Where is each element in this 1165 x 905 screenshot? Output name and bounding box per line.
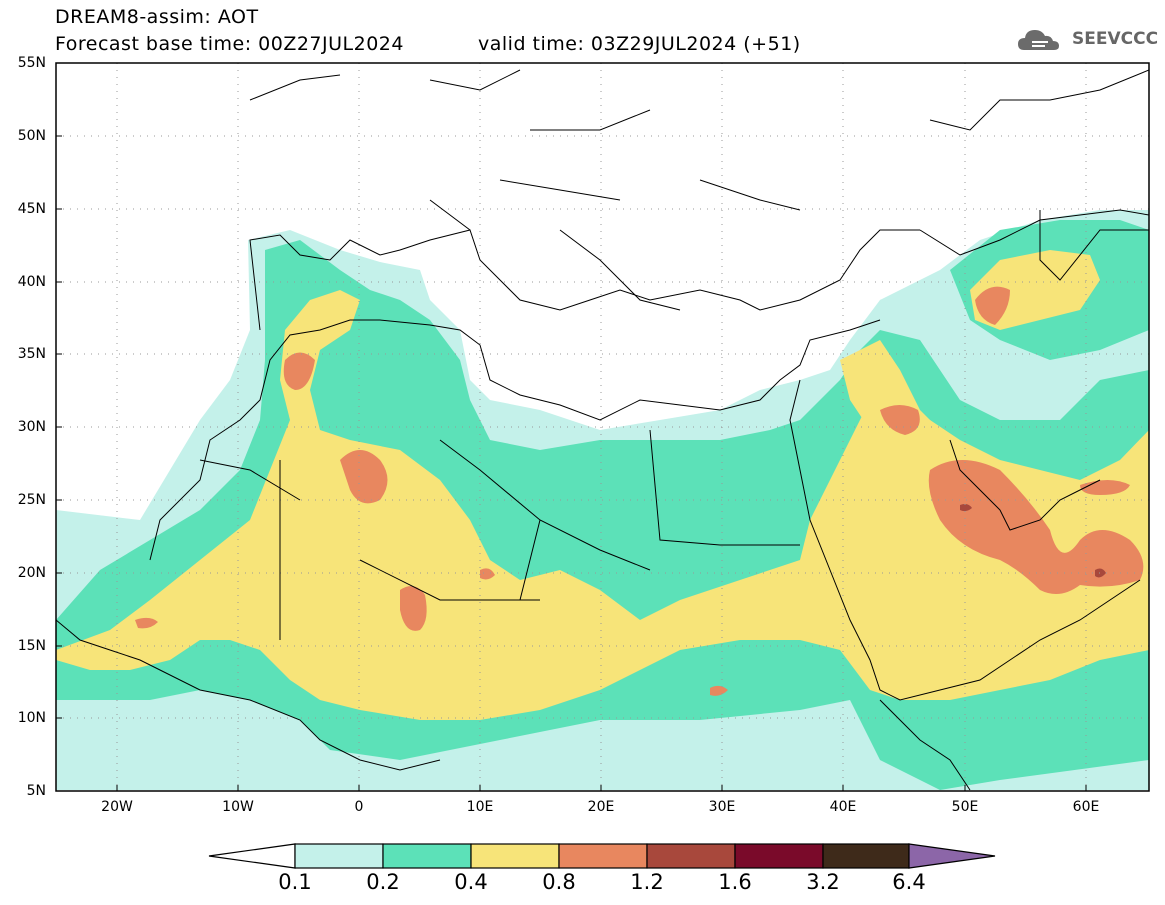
cloud-icon	[1018, 30, 1059, 50]
lon-label: 20E	[587, 799, 615, 815]
lon-label: 50E	[951, 799, 979, 815]
lon-label: 20W	[101, 799, 133, 815]
colorbar-over-arrow	[908, 843, 996, 869]
colorbar-swatch-3	[558, 843, 648, 869]
colorbar-swatch-4	[646, 843, 736, 869]
lon-label: 10E	[466, 799, 494, 815]
colorbar-label: 3.2	[806, 870, 840, 894]
lat-label: 30N	[17, 419, 46, 435]
lat-label: 40N	[17, 274, 46, 290]
lat-label: 15N	[17, 638, 46, 654]
lon-label: 60E	[1072, 799, 1100, 815]
axis-ticks	[56, 62, 1087, 791]
color-bar	[208, 843, 996, 869]
colorbar-swatch-2	[470, 843, 560, 869]
lat-label: 45N	[17, 201, 46, 217]
colorbar-swatch-1	[382, 843, 472, 869]
colorbar-label: 0.1	[278, 870, 312, 894]
colorbar-label: 1.2	[630, 870, 664, 894]
coastlines	[56, 69, 1149, 791]
lat-label: 35N	[17, 346, 46, 362]
colorbar-label: 0.4	[454, 870, 488, 894]
lon-label: 40E	[829, 799, 857, 815]
seevccc-logo-text: SEEVCCC	[1072, 29, 1159, 49]
lat-label: 10N	[17, 710, 46, 726]
lon-label: 10W	[222, 799, 254, 815]
colorbar-label: 0.2	[366, 870, 400, 894]
lat-label: 50N	[17, 128, 46, 144]
colorbar-swatch-6	[822, 843, 910, 869]
lat-label: 5N	[26, 783, 46, 799]
forecast-base-time: Forecast base time: 00Z27JUL2024	[55, 33, 404, 55]
lat-label: 55N	[17, 55, 46, 71]
colorbar-label: 6.4	[892, 870, 926, 894]
aot-level-1.2	[960, 504, 1106, 578]
aot-level-0.8	[135, 286, 1144, 696]
map-title: DREAM8-assim: AOT	[55, 6, 259, 28]
graticule	[56, 63, 1149, 791]
valid-time: valid time: 03Z29JUL2024 (+51)	[478, 33, 801, 55]
colorbar-swatch-5	[734, 843, 824, 869]
aot-field	[56, 63, 1149, 791]
lon-label: 30E	[708, 799, 736, 815]
colorbar-label: 0.8	[542, 870, 576, 894]
colorbar-swatch-0	[294, 843, 384, 869]
colorbar-under-arrow	[208, 843, 296, 869]
lat-label: 25N	[17, 492, 46, 508]
colorbar-label: 1.6	[718, 870, 752, 894]
lat-label: 20N	[17, 565, 46, 581]
lon-label: 0	[354, 799, 364, 815]
